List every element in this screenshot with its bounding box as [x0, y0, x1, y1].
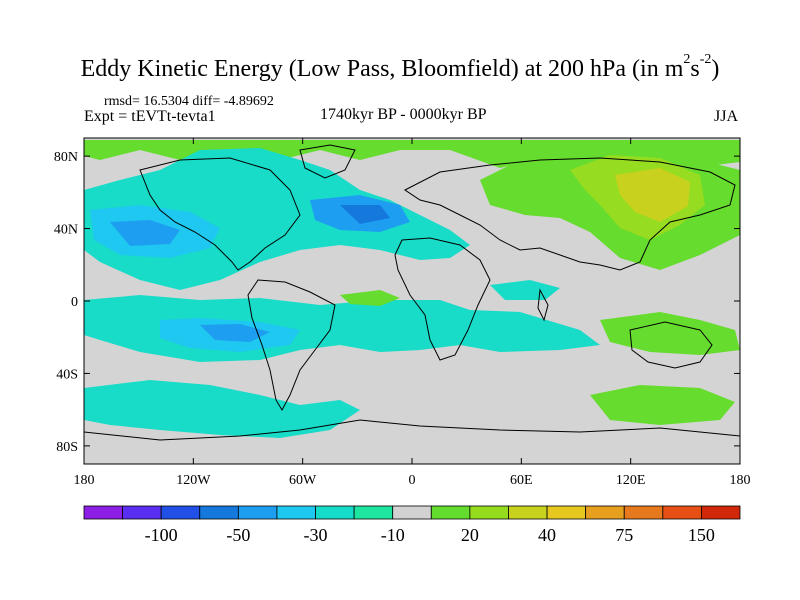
y-axis: 80N 40N 0 40S 80S [54, 150, 740, 455]
season-label: JJA [714, 108, 739, 125]
x-tick-label: 120E [616, 473, 646, 488]
field-patch-sh-pos-pacific [590, 385, 735, 425]
field-patch-npac-core [110, 220, 180, 246]
y-tick-label: 80S [56, 440, 78, 455]
x-tick-label: 120W [176, 473, 211, 488]
colorbar-label: 40 [538, 525, 556, 545]
colorbar-box [83, 505, 123, 520]
colorbar-box [315, 505, 355, 520]
colorbar-box [430, 505, 471, 520]
colorbar-label: -50 [226, 525, 250, 545]
y-tick-label: 80N [54, 150, 78, 165]
colorbar-label: 20 [461, 525, 479, 545]
colorbar-box [469, 505, 509, 520]
colorbar-box [237, 505, 278, 520]
coast-australia [629, 321, 713, 369]
rmsd-diff-stats: rmsd= 16.5304 diff= -4.89692 [104, 94, 274, 109]
x-tick-label: 180 [730, 473, 751, 488]
colorbar-label: 75 [615, 525, 633, 545]
colorbar-label: -30 [304, 525, 328, 545]
x-tick-label: 60W [289, 473, 317, 488]
x-tick-label: 0 [409, 473, 416, 488]
ekes-field [84, 138, 740, 464]
colorbar-box [546, 505, 587, 520]
colorbar-box [585, 505, 625, 520]
colorbar-box [662, 505, 702, 520]
x-tick-label: 60E [510, 473, 533, 488]
field-patch-atl-center [340, 205, 390, 224]
field-patch-sh-pos-indian [600, 312, 740, 355]
colorbar-label: -100 [145, 525, 178, 545]
coast-greenland [299, 144, 356, 179]
colorbar-label: -10 [381, 525, 405, 545]
field-patch-sh-center [200, 324, 270, 342]
colorbar-box [353, 505, 394, 520]
field-patch-southern-ocean [84, 380, 360, 438]
colorbar-box [508, 505, 548, 520]
colorbar-box [122, 505, 162, 520]
coastlines [84, 144, 740, 441]
coast-eurasia [404, 157, 736, 271]
colorbar: -100 -50 -30 -10 20 40 75 150 [83, 505, 741, 545]
experiment-label: Expt = tEVTt-tevta1 [84, 108, 216, 125]
period-label: 1740kyr BP - 0000kyr BP [320, 106, 487, 123]
colorbar-box [160, 505, 201, 520]
y-tick-label: 40N [54, 223, 78, 238]
colorbar-box [701, 505, 741, 520]
colorbar-box [623, 505, 664, 520]
colorbar-box [199, 505, 239, 520]
y-tick-label: 40S [56, 367, 78, 382]
coast-madagascar [537, 288, 549, 322]
map-title: Eddy Kinetic Energy (Low Pass, Bloomfiel… [80, 52, 720, 82]
coast-africa [394, 237, 491, 361]
coast-north-america [139, 157, 301, 271]
coast-south-america [247, 279, 336, 412]
x-tick-label: 180 [74, 473, 95, 488]
colorbar-label: 150 [688, 525, 715, 545]
x-axis: 180 120W 60W 0 60E 120E 180 [74, 138, 751, 488]
colorbar-box [392, 505, 432, 520]
coast-antarctica [84, 419, 740, 441]
y-tick-label: 0 [71, 295, 78, 310]
colorbar-box [276, 505, 316, 520]
field-patch-asia-core [615, 168, 690, 222]
field-patch-trop-pos [340, 290, 400, 306]
